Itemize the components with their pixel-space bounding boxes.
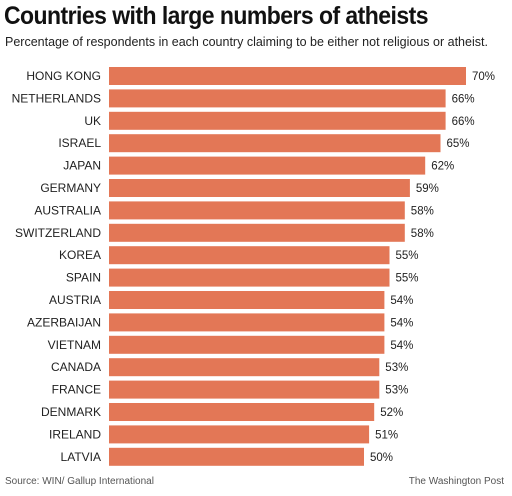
category-label: GERMANY — [40, 181, 101, 195]
chart-subtitle: Percentage of respondents in each countr… — [5, 35, 488, 49]
bar — [109, 246, 390, 265]
category-label: DENMARK — [41, 405, 101, 419]
bar — [109, 291, 385, 309]
category-label: VIETNAM — [48, 338, 101, 352]
value-label: 51% — [375, 429, 398, 441]
value-label: 70% — [472, 71, 495, 83]
bar — [109, 134, 441, 153]
category-label: SPAIN — [66, 271, 101, 285]
bar — [109, 111, 446, 130]
category-label: ISRAEL — [58, 136, 101, 150]
category-label: FRANCE — [52, 383, 101, 397]
value-label: 54% — [390, 317, 413, 329]
bar — [109, 268, 390, 287]
value-label: 65% — [447, 138, 470, 150]
category-label: LATVIA — [61, 450, 101, 464]
bar — [109, 313, 385, 332]
bar — [109, 335, 385, 354]
category-label: AUSTRALIA — [34, 203, 101, 217]
value-label: 59% — [416, 183, 439, 195]
category-label: AZERBAIJAN — [27, 315, 101, 329]
category-label: UK — [84, 114, 101, 128]
value-label: 66% — [452, 116, 475, 128]
value-label: 55% — [396, 250, 419, 262]
bar — [109, 223, 405, 242]
value-label: 53% — [385, 385, 408, 397]
bar — [109, 425, 370, 444]
value-label: 66% — [452, 93, 475, 105]
bar — [109, 403, 375, 421]
chart-title: Countries with large numbers of atheists — [4, 2, 428, 30]
category-label: NETHERLANDS — [12, 91, 101, 105]
bar — [109, 179, 410, 197]
value-label: 58% — [411, 205, 434, 217]
value-label: 54% — [390, 340, 413, 352]
bar — [109, 358, 380, 377]
value-label: 52% — [380, 407, 403, 419]
value-label: 50% — [370, 452, 393, 464]
bar — [109, 447, 364, 466]
value-label: 53% — [385, 362, 408, 374]
source-note: Source: WIN/ Gallup International — [5, 476, 154, 487]
value-label: 62% — [431, 161, 454, 173]
bar — [109, 380, 380, 399]
category-label: AUSTRIA — [49, 293, 101, 307]
value-label: 55% — [396, 273, 419, 285]
category-label: IRELAND — [49, 427, 101, 441]
value-label: 58% — [411, 228, 434, 240]
bar — [109, 156, 426, 175]
publisher-credit: The Washington Post — [408, 476, 504, 487]
bar — [109, 201, 405, 220]
category-label: HONG KONG — [26, 69, 101, 83]
category-label: KOREA — [59, 248, 101, 262]
value-label: 54% — [390, 295, 413, 307]
bar — [109, 89, 446, 108]
bar — [109, 67, 466, 85]
category-label: SWITZERLAND — [15, 226, 101, 240]
category-label: CANADA — [51, 360, 101, 374]
category-label: JAPAN — [63, 159, 101, 173]
